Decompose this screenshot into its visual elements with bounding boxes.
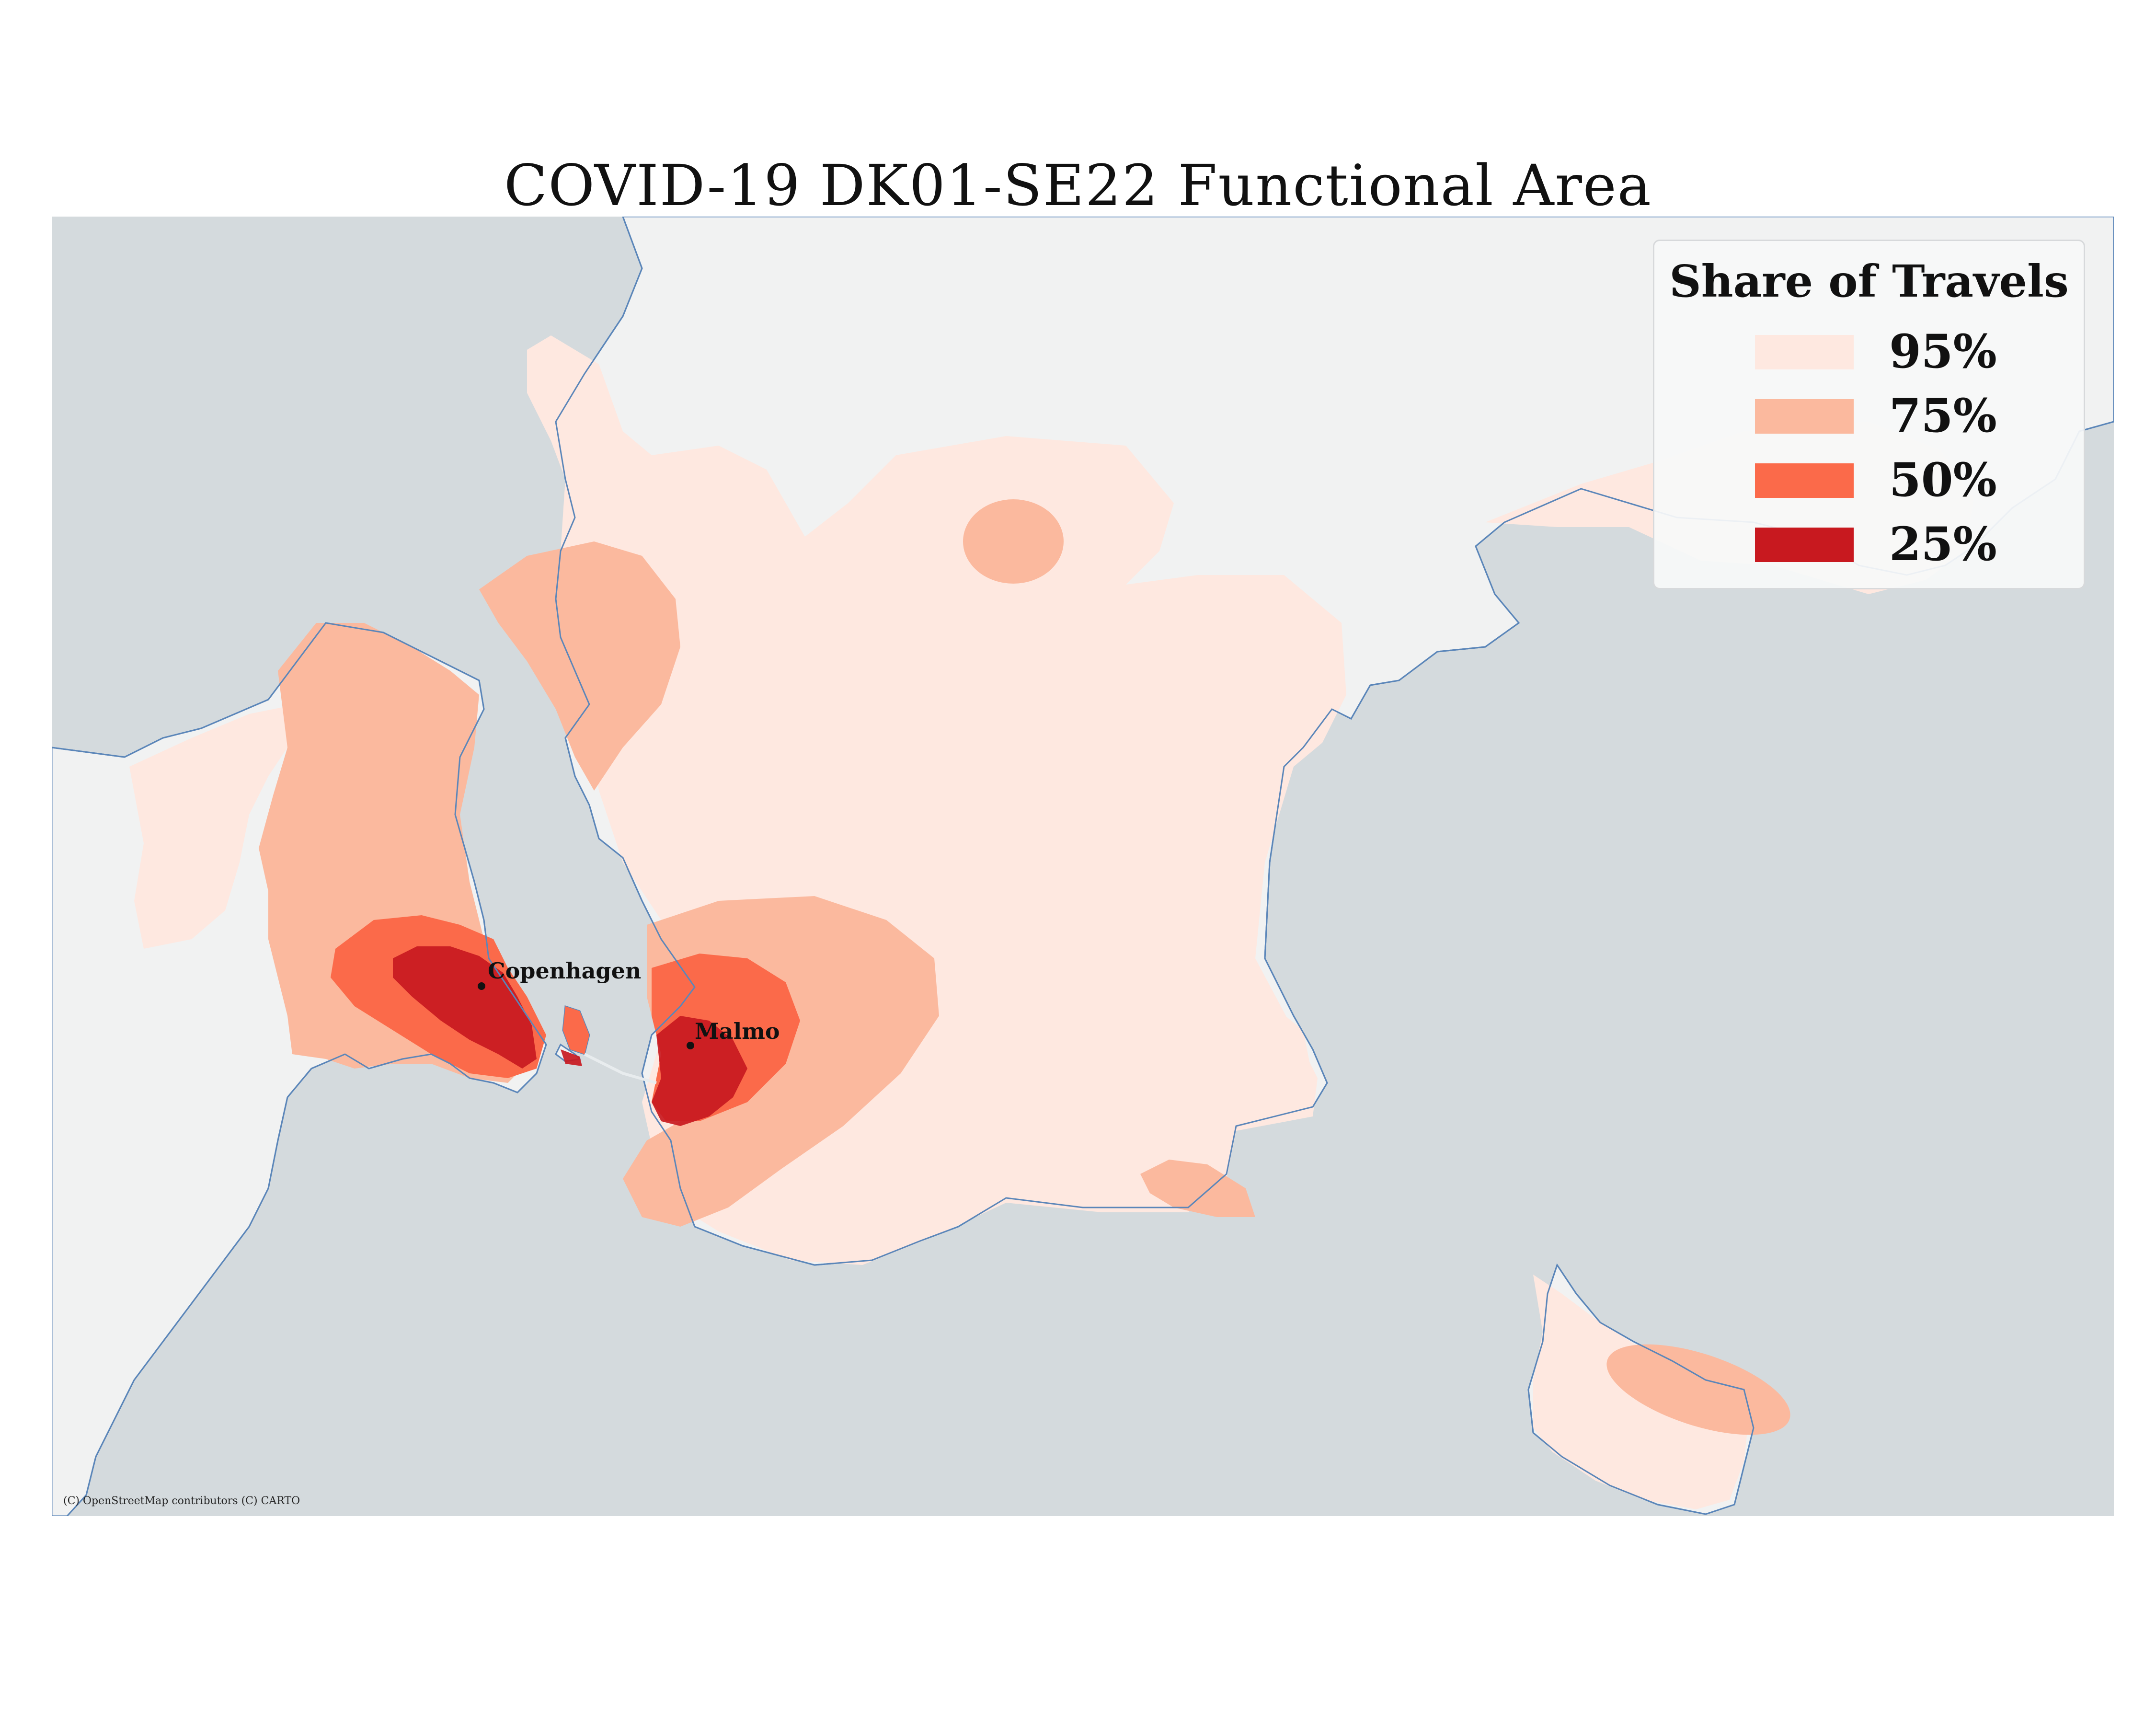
legend-label: 95% bbox=[1889, 324, 1997, 379]
zealand-coastline bbox=[52, 622, 547, 1516]
map-title: COVID-19 DK01-SE22 Functional Area bbox=[504, 152, 1652, 218]
legend: Share of Travels 95% 75% 50% 25% bbox=[1653, 240, 2085, 589]
legend-label: 75% bbox=[1889, 389, 1997, 443]
map-attribution: (C) OpenStreetMap contributors (C) CARTO bbox=[63, 1495, 300, 1507]
city-copenhagen[interactable]: Copenhagen bbox=[478, 958, 641, 990]
sweden-coastline bbox=[555, 217, 2114, 1266]
bornholm-coastline bbox=[1527, 1263, 1755, 1515]
city-marker bbox=[478, 982, 485, 990]
legend-swatch bbox=[1755, 528, 1854, 562]
legend-item: 50% bbox=[1654, 454, 2084, 511]
legend-item: 75% bbox=[1654, 390, 2084, 447]
legend-swatch bbox=[1755, 463, 1854, 498]
city-marker bbox=[687, 1042, 694, 1049]
legend-swatch bbox=[1755, 399, 1854, 434]
legend-title: Share of Travels bbox=[1669, 255, 2069, 307]
legend-label: 50% bbox=[1889, 453, 1997, 507]
city-label: Malmo bbox=[695, 1018, 780, 1044]
legend-swatch bbox=[1755, 335, 1854, 369]
city-malmo[interactable]: Malmo bbox=[687, 1018, 780, 1049]
legend-label: 25% bbox=[1889, 517, 1997, 571]
legend-item: 95% bbox=[1654, 325, 2084, 383]
city-label: Copenhagen bbox=[488, 958, 641, 984]
oresund-bridge bbox=[584, 1053, 657, 1084]
legend-item: 25% bbox=[1654, 518, 2084, 575]
